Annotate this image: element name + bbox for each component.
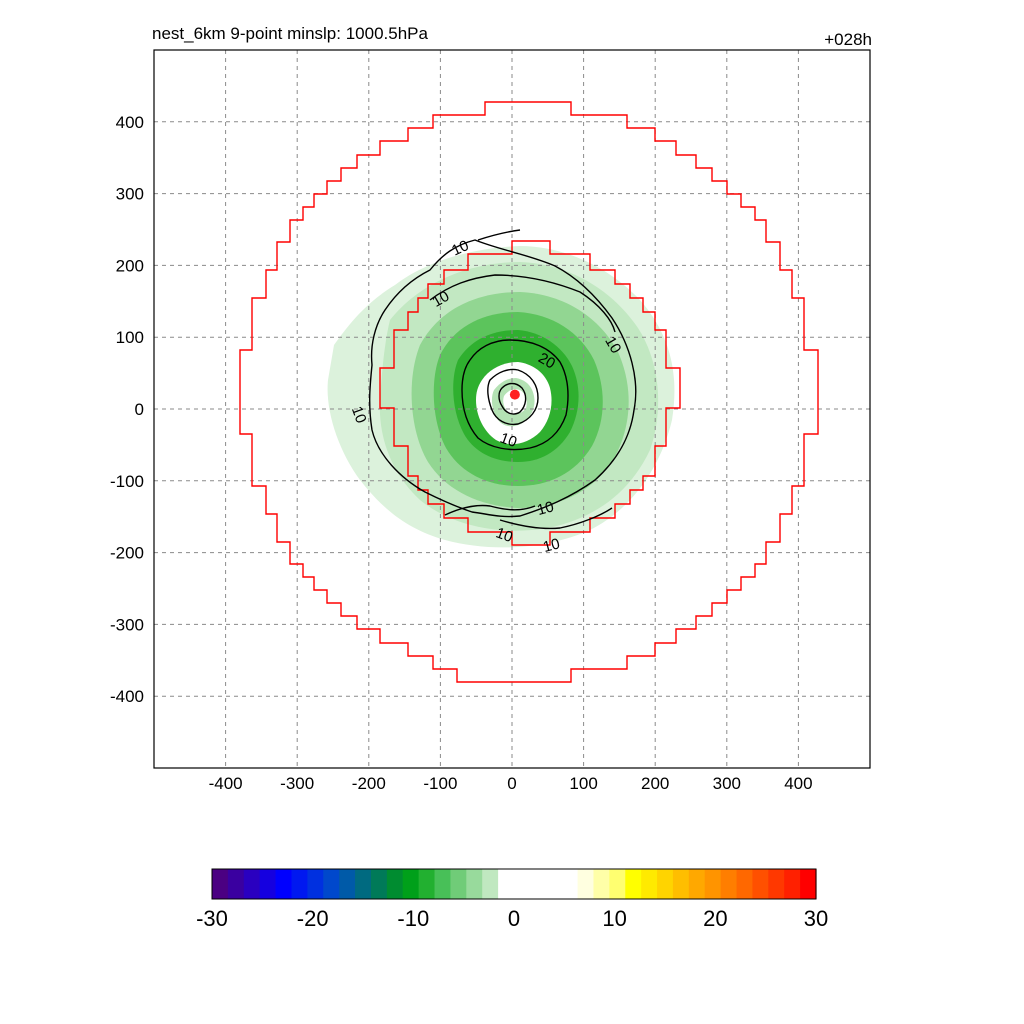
y-tick-label: -400: [110, 687, 144, 706]
colorbar-swatch: [529, 869, 547, 899]
colorbar-swatch: [545, 869, 563, 899]
colorbar-swatch: [625, 869, 642, 899]
colorbar-swatch: [641, 869, 658, 899]
colorbar-tick-label: 10: [602, 906, 626, 931]
colorbar-swatch: [688, 869, 706, 899]
colorbar-swatch: [784, 869, 801, 899]
colorbar-swatch: [275, 869, 293, 899]
contour-inner-2: [498, 382, 527, 415]
y-tick-label: -200: [110, 544, 144, 563]
colorbar-swatch: [736, 869, 754, 899]
contour-label: 10: [429, 288, 452, 311]
plot-frame: [153, 49, 871, 769]
colorbar-swatch: [482, 869, 499, 899]
colorbar-tick-label: 20: [703, 906, 727, 931]
contour-label: 10: [449, 237, 471, 259]
x-tick-label: 100: [569, 774, 597, 793]
y-tick-label: 0: [135, 400, 144, 419]
colorbar-tick-label: -30: [196, 906, 228, 931]
contour-10-mid: [429, 274, 616, 333]
colorbar-swatch: [768, 869, 785, 899]
contour-label: 10: [541, 535, 562, 556]
contour-labels: 10 10 20 10 10 10 10 10 10: [348, 237, 625, 556]
contour-10-top: [477, 229, 521, 241]
colorbar-swatch: [704, 869, 722, 899]
colorbar-swatch: [259, 869, 277, 899]
colorbar-swatch: [577, 869, 595, 899]
colorbar-swatch: [212, 869, 229, 899]
colorbar-swatch: [355, 869, 372, 899]
x-tick-label: -100: [423, 774, 457, 793]
colorbar-swatch: [434, 869, 452, 899]
x-axis-ticks: -400 -300 -200 -100 0 100 200 300 400: [209, 774, 813, 793]
contour-10-outer: [368, 239, 637, 518]
colorbar: [211, 868, 817, 900]
colorbar-swatch: [800, 869, 817, 899]
x-tick-label: -300: [280, 774, 314, 793]
colorbar-swatch: [370, 869, 388, 899]
contour-inner-1: [487, 368, 539, 426]
colorbar-swatch: [339, 869, 356, 899]
colorbar-swatch: [291, 869, 308, 899]
colorbar-swatch: [720, 869, 738, 899]
contour-20: [461, 339, 569, 451]
y-axis-ticks: 400 300 200 100 0 -100 -200 -300 -400: [110, 113, 144, 706]
storm-center-marker: [509, 389, 520, 400]
contour-label: 10: [535, 498, 556, 519]
contour-label: 10: [493, 524, 514, 546]
colorbar-swatch: [561, 869, 579, 899]
x-tick-label: 300: [713, 774, 741, 793]
colorbar-swatch: [227, 869, 245, 899]
colorbar-tick-label: 30: [804, 906, 828, 931]
x-tick-label: 200: [641, 774, 669, 793]
y-tick-label: -100: [110, 472, 144, 491]
shaded-field: [327, 246, 675, 548]
colorbar-swatch: [243, 869, 261, 899]
x-tick-label: 0: [507, 774, 516, 793]
colorbar-frame: [211, 868, 817, 900]
colorbar-swatch: [307, 869, 324, 899]
colorbar-swatch: [402, 869, 420, 899]
contour-label: 20: [535, 349, 558, 372]
colorbar-swatch: [466, 869, 483, 899]
x-tick-label: -200: [352, 774, 386, 793]
colorbar-swatch: [450, 869, 467, 899]
colorbar-swatch: [514, 869, 531, 899]
inner-nest-boundary: [379, 240, 681, 546]
x-tick-label: 400: [784, 774, 812, 793]
contour-10-south: [444, 504, 613, 530]
colorbar-swatch: [498, 869, 515, 899]
colorbar-swatch: [323, 869, 340, 899]
outer-nest-boundary: [239, 101, 819, 683]
contour-label: 10: [498, 429, 519, 451]
y-tick-label: 400: [116, 113, 144, 132]
y-tick-label: 300: [116, 185, 144, 204]
shading-eye-core: [503, 389, 527, 415]
colorbar-ticks: -30 -20 -10 0 10 20 30: [196, 906, 828, 931]
colorbar-swatch: [672, 869, 690, 899]
plot-area: 10 10 20 10 10 10 10 10 10: [154, 50, 870, 768]
colorbar-swatch: [609, 869, 626, 899]
forecast-hour-label: +028h: [824, 30, 872, 49]
chart-title: nest_6km 9-point minslp: 1000.5hPa: [152, 24, 428, 43]
colorbar-swatch: [386, 869, 404, 899]
y-tick-label: -300: [110, 615, 144, 634]
colorbar-tick-label: 0: [508, 906, 520, 931]
contours: [368, 229, 637, 530]
y-tick-label: 200: [116, 256, 144, 275]
x-tick-label: -400: [209, 774, 243, 793]
contour-label: 10: [348, 404, 370, 425]
colorbar-tick-label: -20: [297, 906, 329, 931]
colorbar-tick-label: -10: [397, 906, 429, 931]
contour-label: 10: [601, 334, 624, 357]
colorbar-swatch: [418, 869, 436, 899]
y-tick-label: 100: [116, 328, 144, 347]
colorbar-swatch: [657, 869, 674, 899]
colorbar-swatch: [593, 869, 610, 899]
colorbar-swatch: [752, 869, 769, 899]
